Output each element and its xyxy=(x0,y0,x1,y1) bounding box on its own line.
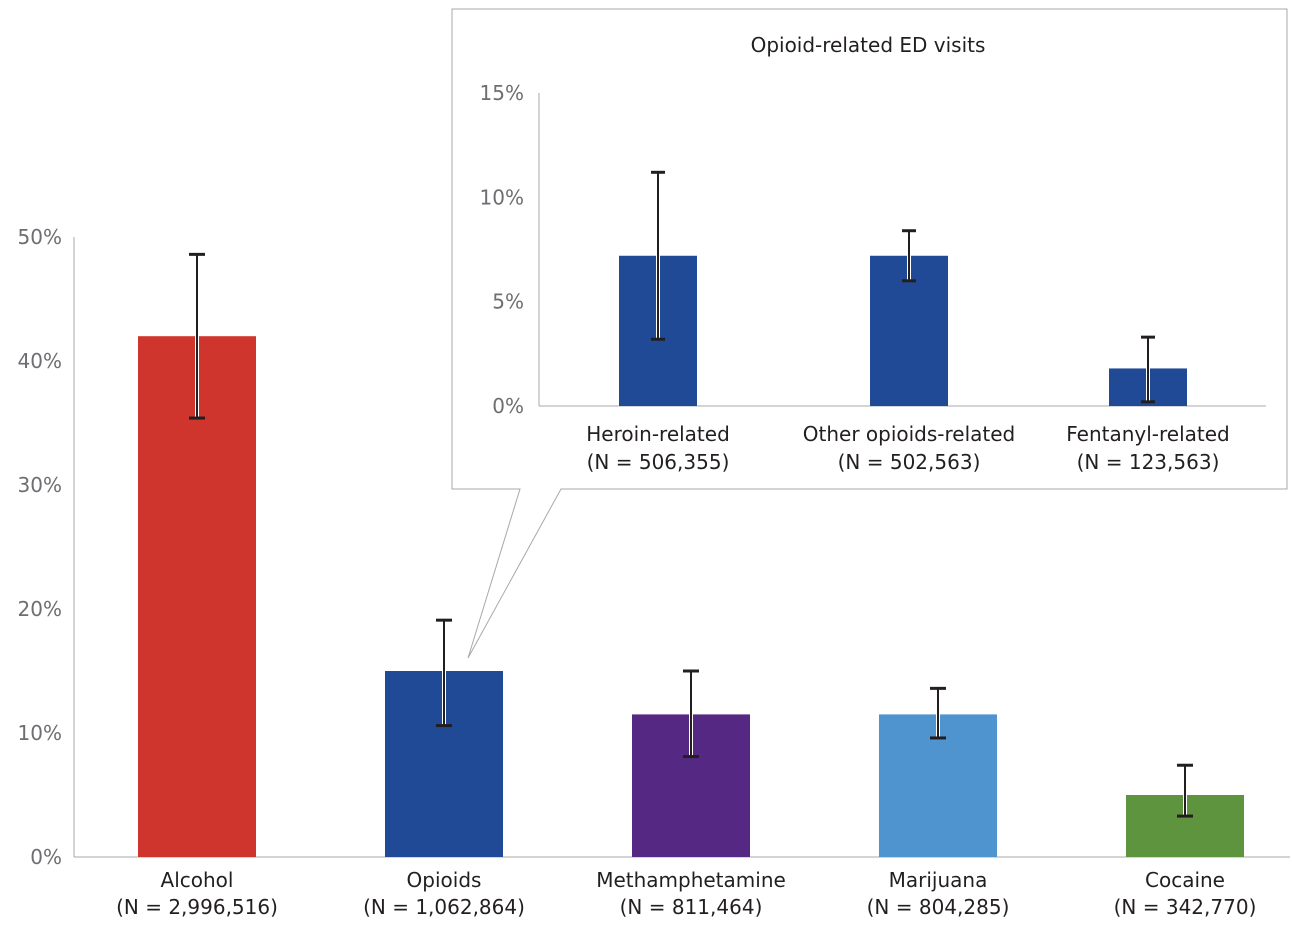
inset-category-label: Fentanyl-related xyxy=(1066,422,1230,446)
main-y-tick-label: 10% xyxy=(18,721,62,745)
main-category-count: (N = 804,285) xyxy=(867,895,1010,919)
inset-callout-box xyxy=(451,8,1288,659)
inset-y-tick-label: 15% xyxy=(480,81,524,105)
main-category-label: Opioids xyxy=(407,868,482,892)
main-category-label: Methamphetamine xyxy=(596,868,786,892)
inset-category-label: Other opioids-related xyxy=(803,422,1016,446)
main-category-count: (N = 811,464) xyxy=(620,895,763,919)
main-y-tick-label: 20% xyxy=(18,597,62,621)
main-y-tick-label: 0% xyxy=(30,845,62,869)
inset-category-count: (N = 502,563) xyxy=(838,450,981,474)
main-category-count: (N = 1,062,864) xyxy=(363,895,525,919)
inset-category-count: (N = 123,563) xyxy=(1077,450,1220,474)
main-category-count: (N = 342,770) xyxy=(1114,895,1257,919)
main-y-tick-label: 50% xyxy=(18,225,62,249)
inset-category-label: Heroin-related xyxy=(586,422,730,446)
main-bar-alcohol xyxy=(138,336,256,857)
main-y-tick-label: 30% xyxy=(18,473,62,497)
main-category-label: Alcohol xyxy=(161,868,234,892)
inset-y-tick-label: 0% xyxy=(492,394,524,418)
main-category-count: (N = 2,996,516) xyxy=(116,895,278,919)
main-category-label: Cocaine xyxy=(1145,868,1225,892)
inset-y-tick-label: 5% xyxy=(492,290,524,314)
main-y-tick-label: 40% xyxy=(18,349,62,373)
inset-chart-title: Opioid-related ED visits xyxy=(751,33,986,57)
main-category-label: Marijuana xyxy=(889,868,988,892)
inset-y-tick-label: 10% xyxy=(480,185,524,209)
inset-category-count: (N = 506,355) xyxy=(587,450,730,474)
